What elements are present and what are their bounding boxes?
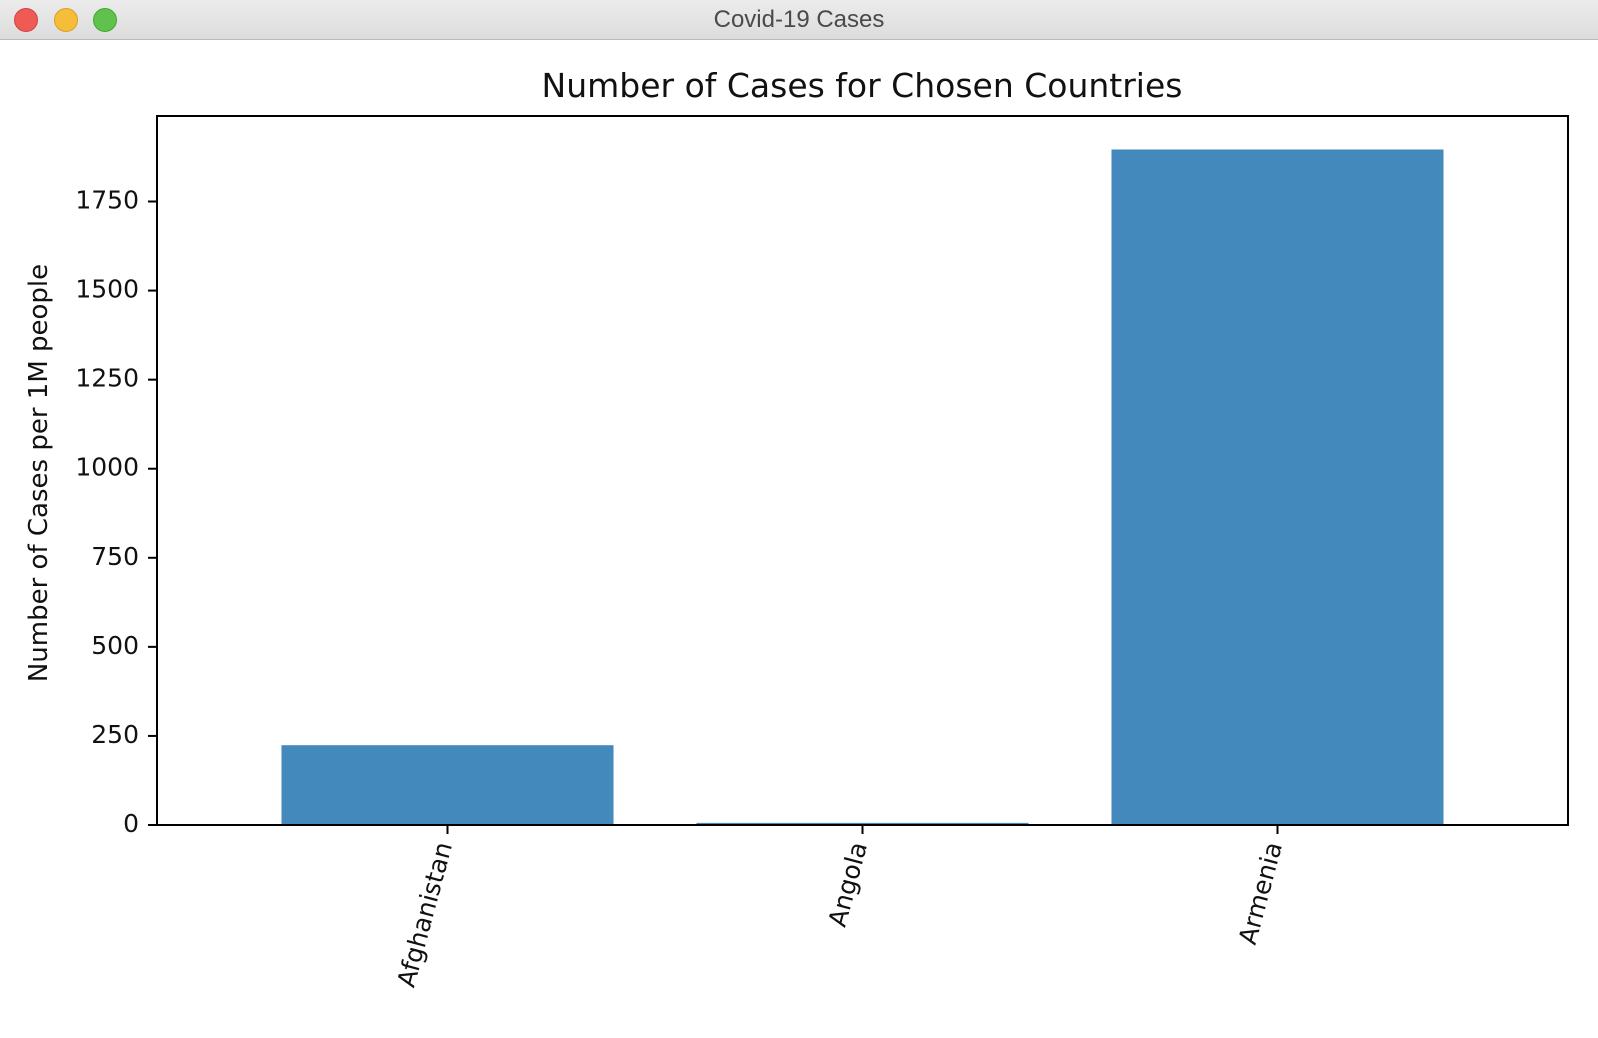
y-tick-label: 1000	[75, 453, 139, 482]
bar-armenia	[1111, 149, 1444, 825]
chart-title: Number of Cases for Chosen Countries	[542, 66, 1183, 105]
x-tick-label: Afghanistan	[392, 839, 459, 990]
bar-angola	[696, 822, 1029, 825]
title-bar: Covid-19 Cases	[0, 0, 1598, 40]
axes-frame	[156, 115, 1569, 826]
bar-afghanistan	[281, 745, 614, 825]
window-title: Covid-19 Cases	[713, 6, 885, 33]
close-window-button[interactable]	[14, 8, 38, 32]
x-axis-ticks: Afghanistan Angola Armenia	[392, 825, 1288, 990]
y-tick-label: 1750	[75, 186, 139, 215]
y-axis-ticks: 0 250 500 750 1000 1250 1500 1750	[75, 186, 157, 838]
y-axis-label: Number of Cases per 1M people	[24, 264, 54, 682]
y-tick-label: 0	[123, 809, 139, 838]
plot-area: Number of Cases for Chosen Countries Num…	[0, 41, 1598, 1038]
bar-chart: Number of Cases for Chosen Countries Num…	[24, 66, 1569, 990]
y-tick-label: 500	[91, 631, 139, 660]
y-tick-label: 1500	[75, 275, 139, 304]
x-tick-label: Angola	[823, 839, 873, 930]
y-tick-label: 1250	[75, 364, 139, 393]
zoom-window-button[interactable]	[93, 8, 117, 32]
x-tick-label: Armenia	[1233, 839, 1288, 948]
minimize-window-button[interactable]	[54, 8, 78, 32]
y-tick-label: 250	[91, 720, 139, 749]
y-tick-label: 750	[91, 542, 139, 571]
bars-group	[281, 149, 1444, 825]
